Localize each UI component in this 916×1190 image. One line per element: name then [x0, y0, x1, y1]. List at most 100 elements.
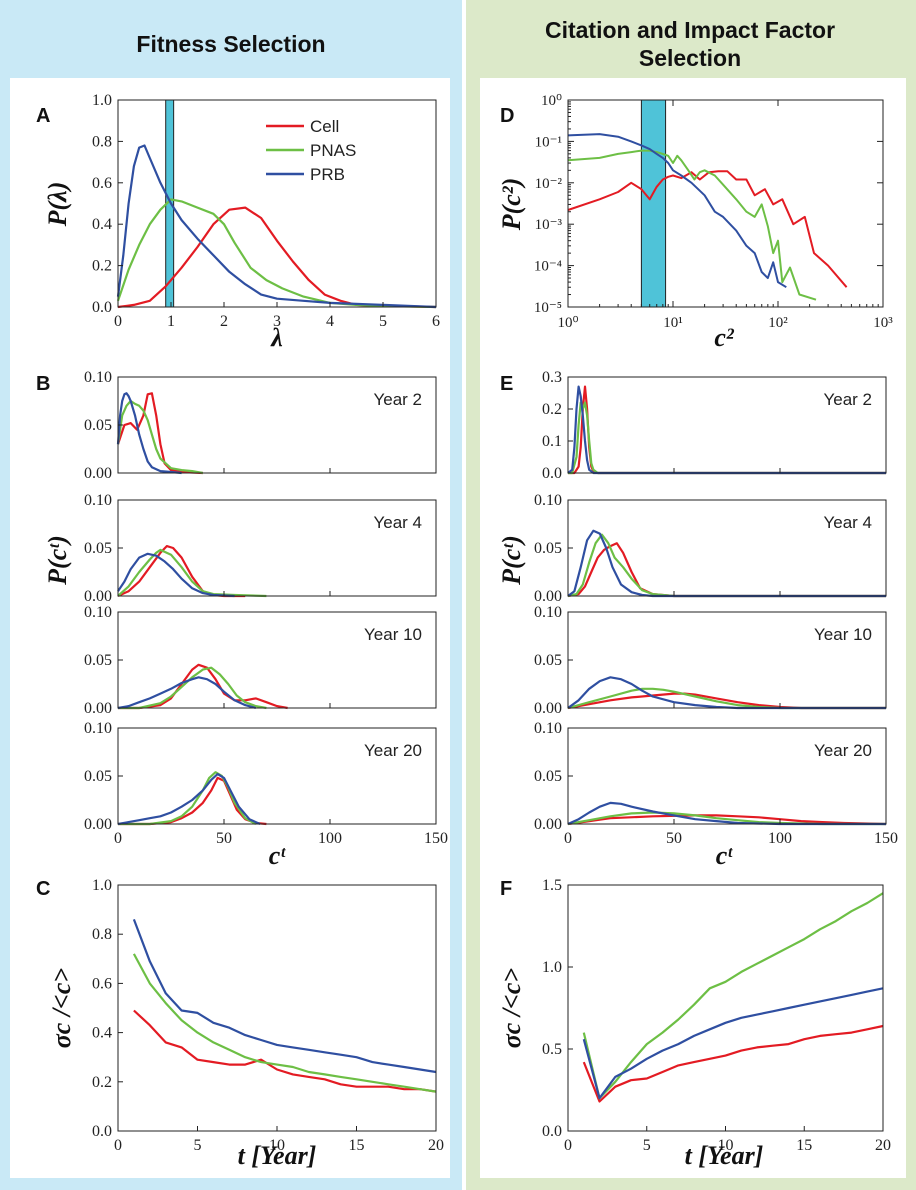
y-tick-label-E-Year4: 0.00	[534, 588, 562, 605]
panel-letter-e: E	[500, 373, 513, 395]
series-prb-E-Year2	[567, 385, 886, 475]
y-tick-label-F: 1.5	[542, 877, 562, 894]
x-tick-label-B-Year20: 100	[318, 830, 342, 847]
series-pnas-B-Year20	[118, 771, 257, 826]
y-tick-label-B-Year2: 0.10	[84, 369, 112, 386]
y-tick-label-F: 0.5	[542, 1041, 562, 1058]
y-tick-label-C: 0.6	[92, 975, 112, 992]
y-tick-label-D: 10⁻¹	[535, 134, 562, 150]
y-tick-label-E-Year10: 0.05	[534, 652, 562, 669]
y-tick-label-A: 0.8	[92, 133, 112, 150]
y-tick-label-C: 0.8	[92, 926, 112, 943]
series-pnas-E-Year10	[567, 687, 886, 710]
y-tick-label-E-Year20: 0.10	[534, 720, 562, 737]
x-tick-label-F: 10	[718, 1137, 734, 1154]
year-label-B-Year10: Year 10	[364, 625, 422, 644]
x-tick-label-B-Year20: 50	[216, 830, 232, 847]
y-axis-label-a: P(λ)	[43, 182, 72, 228]
x-axis-label-a: λ	[270, 323, 283, 352]
citation-column-title: Citation and Impact Factor Selection	[544, 17, 836, 71]
year-label-B-Year2: Year 2	[373, 390, 422, 409]
y-tick-label-B-Year4: 0.10	[84, 492, 112, 509]
series-cell-B-Year4	[117, 544, 246, 598]
y-tick-label-B-Year2: 0.05	[84, 417, 112, 434]
panel-letter-c: C	[36, 878, 50, 900]
y-tick-label-F: 1.0	[542, 959, 562, 976]
year-label-B-Year4: Year 4	[373, 513, 422, 532]
panel-letter-a: A	[36, 105, 50, 127]
series-prb-B-Year10	[117, 676, 257, 710]
x-tick-label-E-Year20: 50	[666, 830, 682, 847]
y-tick-label-E-Year2: 0.1	[542, 433, 562, 450]
y-axis-label-b: P(cᵗ)	[43, 535, 72, 586]
series-prb-D	[567, 133, 787, 289]
series-prb-B-Year20	[117, 772, 261, 826]
y-tick-label-B-Year10: 0.05	[84, 652, 112, 669]
x-tick-label-D: 10²	[768, 315, 788, 331]
x-tick-label-D: 10¹	[663, 315, 683, 331]
x-tick-label-A: 6	[432, 313, 440, 330]
legend-label-cell: Cell	[310, 117, 339, 136]
series-pnas-B-Year10	[118, 666, 267, 710]
panel-letter-b: B	[36, 373, 50, 395]
y-tick-label-D: 10⁻³	[535, 217, 563, 233]
y-tick-label-D: 10⁻²	[535, 176, 563, 192]
x-tick-label-C: 10	[269, 1137, 285, 1154]
x-tick-label-A: 1	[167, 313, 175, 330]
x-tick-label-B-Year20: 150	[424, 830, 448, 847]
y-tick-label-B-Year10: 0.00	[84, 700, 112, 717]
x-tick-label-E-Year20: 150	[874, 830, 898, 847]
series-prb-A	[116, 144, 437, 309]
year-label-E-Year2: Year 2	[823, 390, 872, 409]
y-tick-label-E-Year4: 0.05	[534, 540, 562, 557]
series-pnas-E-Year4	[567, 533, 886, 598]
y-tick-label-A: 0.4	[92, 216, 112, 233]
y-tick-label-A: 0.0	[92, 299, 112, 316]
series-cell-F	[582, 1024, 884, 1103]
x-tick-label-A: 2	[220, 313, 228, 330]
y-tick-label-B-Year4: 0.05	[84, 540, 112, 557]
y-tick-label-B-Year20: 0.05	[84, 768, 112, 785]
series-pnas-B-Year2	[116, 399, 203, 475]
y-tick-label-A: 0.6	[92, 175, 112, 192]
x-tick-label-F: 0	[564, 1137, 572, 1154]
series-prb-B-Year4	[117, 552, 235, 598]
series-cell-C	[133, 1009, 437, 1093]
y-tick-label-E-Year20: 0.05	[534, 768, 562, 785]
legend-label-prb: PRB	[310, 165, 345, 184]
series-cell-E-Year20	[567, 814, 887, 826]
y-tick-label-B-Year20: 0.10	[84, 720, 112, 737]
y-tick-label-A: 0.2	[92, 258, 112, 275]
x-tick-label-A: 5	[379, 313, 387, 330]
y-tick-label-E-Year2: 0.0	[542, 465, 562, 482]
y-tick-label-B-Year2: 0.00	[84, 465, 112, 482]
series-pnas-F	[582, 892, 884, 1100]
y-tick-label-E-Year2: 0.3	[542, 369, 562, 386]
x-tick-label-F: 5	[643, 1137, 651, 1154]
x-tick-label-A: 4	[326, 313, 334, 330]
x-tick-label-C: 20	[428, 1137, 444, 1154]
threshold-band-D	[640, 99, 667, 308]
series-prb-E-Year4	[567, 529, 886, 598]
y-tick-label-D: 10⁻⁴	[534, 259, 562, 275]
legend-label-pnas: PNAS	[310, 141, 356, 160]
series-cell-E-Year4	[567, 542, 886, 598]
x-axis-label-d: c²	[714, 323, 735, 352]
y-axis-label-e: P(cᵗ)	[497, 535, 526, 586]
x-axis-label-c: t [Year]	[238, 1141, 317, 1170]
y-axis-label-f: σc /<c>	[497, 968, 526, 1049]
y-tick-label-C: 0.0	[92, 1123, 112, 1140]
series-prb-C	[132, 919, 437, 1074]
x-axis-label-f: t [Year]	[685, 1141, 764, 1170]
plot-frame-C	[117, 884, 437, 1132]
year-label-B-Year20: Year 20	[364, 741, 422, 760]
x-tick-label-C: 15	[349, 1137, 365, 1154]
x-tick-label-F: 15	[796, 1137, 812, 1154]
x-tick-label-A: 0	[114, 313, 122, 330]
series-cell-E-Year10	[567, 692, 886, 710]
y-tick-label-C: 0.4	[92, 1025, 112, 1042]
year-label-E-Year20: Year 20	[814, 741, 872, 760]
series-cell-B-Year10	[118, 663, 288, 710]
